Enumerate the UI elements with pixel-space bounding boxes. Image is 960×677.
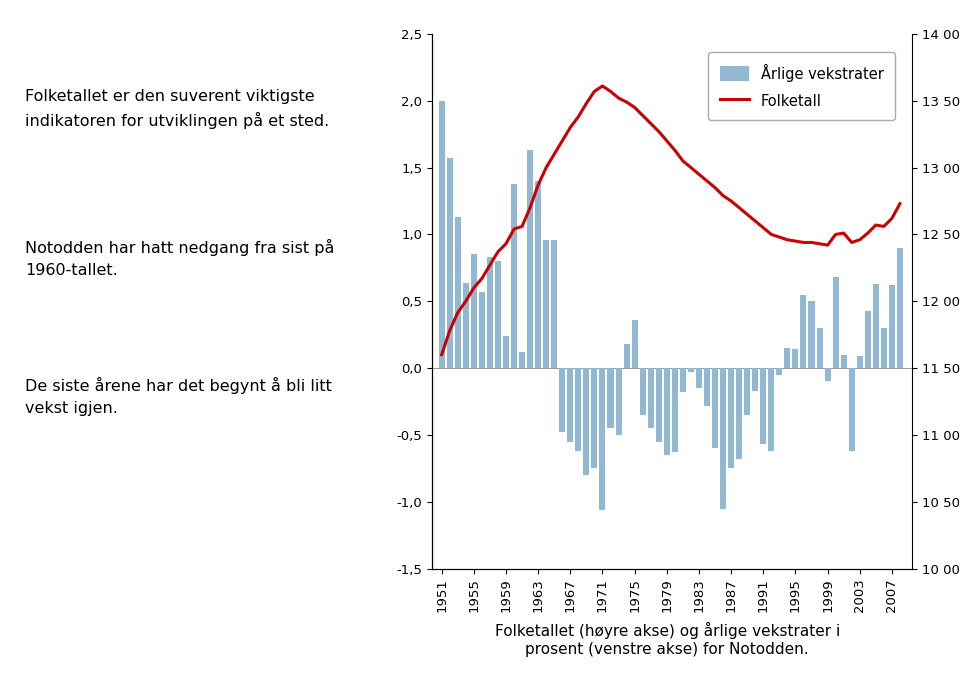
Bar <box>624 344 630 368</box>
Bar <box>672 368 678 452</box>
Bar <box>446 158 453 368</box>
Bar <box>768 368 775 451</box>
Bar <box>712 368 718 448</box>
Bar <box>777 368 782 375</box>
Legend: Årlige vekstrater, Folketall: Årlige vekstrater, Folketall <box>708 52 895 121</box>
Bar <box>792 349 799 368</box>
Bar <box>575 368 582 451</box>
Bar <box>784 348 790 368</box>
Bar <box>849 368 854 451</box>
Bar <box>832 277 839 368</box>
Bar <box>760 368 766 444</box>
Bar <box>599 368 606 510</box>
Bar <box>696 368 702 388</box>
Bar <box>817 328 823 368</box>
Bar <box>873 284 878 368</box>
Bar <box>543 240 549 368</box>
Bar <box>656 368 661 441</box>
Bar <box>560 368 565 433</box>
Bar <box>663 368 670 455</box>
Bar <box>704 368 710 406</box>
Text: Folketallet er den suverent viktigste
indikatoren for utviklingen på et sted.: Folketallet er den suverent viktigste in… <box>25 89 329 129</box>
Bar <box>688 368 694 372</box>
Bar <box>527 150 533 368</box>
Bar <box>801 294 806 368</box>
Bar <box>487 257 492 368</box>
Bar <box>495 261 501 368</box>
Bar <box>608 368 613 429</box>
Bar <box>841 355 847 368</box>
Bar <box>680 368 685 392</box>
Bar <box>728 368 734 468</box>
Bar <box>897 248 903 368</box>
Text: Folketallet (høyre akse) og årlige vekstrater i
prosent (venstre akse) for Notod: Folketallet (høyre akse) og årlige vekst… <box>494 622 840 657</box>
Bar <box>463 282 468 368</box>
Bar <box>615 368 621 435</box>
Bar <box>881 328 887 368</box>
Bar <box>584 368 589 475</box>
Bar <box>808 301 814 368</box>
Text: De siste årene har det begynt å bli litt
vekst igjen.: De siste årene har det begynt å bli litt… <box>25 377 332 416</box>
Bar <box>720 368 726 508</box>
Bar <box>470 255 477 368</box>
Bar <box>511 183 517 368</box>
Bar <box>753 368 758 391</box>
Bar <box>591 368 597 468</box>
Bar <box>744 368 750 415</box>
Bar <box>865 311 871 368</box>
Bar <box>567 368 573 441</box>
Bar <box>889 285 895 368</box>
Bar <box>439 101 444 368</box>
Bar <box>551 240 557 368</box>
Bar <box>503 336 509 368</box>
Bar <box>856 356 863 368</box>
Bar <box>455 217 461 368</box>
Bar <box>736 368 742 459</box>
Bar <box>648 368 654 429</box>
Bar <box>519 352 525 368</box>
Bar <box>639 368 646 415</box>
Bar <box>825 368 830 381</box>
Text: Notodden har hatt nedgang fra sist på
1960-tallet.: Notodden har hatt nedgang fra sist på 19… <box>25 239 335 278</box>
Bar <box>535 181 541 368</box>
Bar <box>479 292 485 368</box>
Bar <box>632 320 637 368</box>
